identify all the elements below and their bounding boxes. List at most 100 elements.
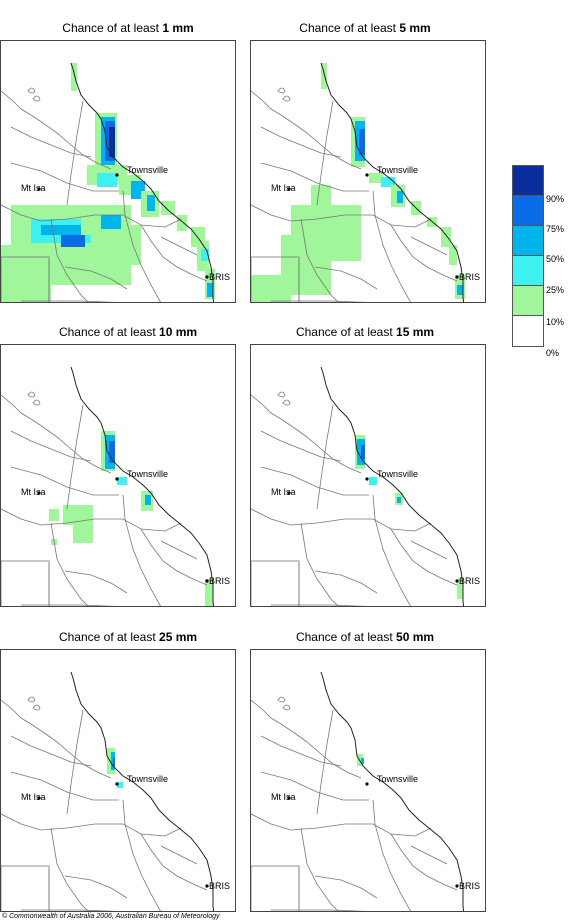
lake-outline	[277, 87, 291, 102]
probability-area	[117, 782, 123, 788]
inset-boundary	[1, 560, 50, 606]
place-label-mt-isa: Mt Isa	[21, 183, 46, 193]
region-boundary	[160, 236, 198, 256]
probability-area	[457, 285, 463, 295]
region-boundary	[122, 799, 161, 911]
city-marker	[115, 782, 119, 786]
region-boundary	[140, 224, 208, 282]
probability-area	[147, 195, 155, 211]
city-marker	[287, 796, 291, 800]
place-label-mt-isa: Mt Isa	[21, 792, 46, 802]
region-boundary	[372, 494, 411, 606]
probability-area	[1, 245, 51, 302]
region-boundary	[271, 909, 367, 911]
legend-label-75: 75%	[546, 224, 565, 234]
city-marker	[37, 796, 41, 800]
place-label-townsville: Townsville	[377, 469, 418, 479]
place-label-bris: BRIS	[459, 881, 480, 891]
region-boundary	[10, 126, 92, 158]
legend-label-90: 90%	[546, 194, 565, 204]
region-boundary	[140, 833, 208, 891]
inset-boundary	[1, 865, 50, 911]
city-marker	[365, 477, 369, 481]
rainfall-probability-map: Townsville Mt Isa BRIS	[251, 366, 480, 606]
panel-title-10mm: Chance of at least 10 mm	[58, 325, 198, 339]
probability-area	[457, 579, 463, 599]
region-boundary	[1, 813, 182, 837]
region-boundary	[64, 266, 128, 290]
city-marker	[205, 884, 209, 888]
region-boundary	[271, 300, 367, 302]
region-boundary	[1, 508, 182, 532]
rainfall-probability-map: Townsville Mt Isa BRIS	[1, 62, 230, 302]
city-marker	[455, 884, 459, 888]
legend-label-0: 0%	[546, 348, 560, 358]
coastline	[70, 62, 215, 302]
region-boundary	[251, 394, 362, 474]
coastline	[70, 366, 215, 606]
legend-label-50: 50%	[546, 254, 565, 264]
coastline	[70, 671, 215, 911]
probability-area	[113, 758, 115, 766]
region-boundary	[50, 218, 89, 302]
legend-swatch-75	[513, 196, 543, 226]
inset-boundary	[251, 256, 300, 302]
region-boundary	[372, 799, 411, 911]
place-label-mt-isa: Mt Isa	[271, 183, 296, 193]
inset-boundary	[1, 256, 50, 302]
probability-area	[357, 754, 363, 766]
city-marker	[115, 477, 119, 481]
lake-outline	[277, 696, 291, 711]
panel-title-5mm: Chance of at least 5 mm	[299, 21, 431, 35]
region-boundary	[10, 466, 119, 496]
rainfall-probability-map: Townsville Mt Isa BRIS	[251, 671, 480, 911]
probability-area	[361, 445, 365, 459]
region-boundary	[390, 833, 458, 891]
region-boundary	[390, 528, 458, 586]
rainfall-probability-map: Townsville Mt Isa BRIS	[251, 62, 480, 302]
probability-area	[73, 519, 93, 543]
region-boundary	[251, 204, 432, 228]
place-label-townsville: Townsville	[127, 165, 168, 175]
lake-outline	[27, 696, 41, 711]
coastline	[320, 62, 465, 302]
city-marker	[205, 579, 209, 583]
region-boundary	[260, 466, 369, 496]
probability-area	[109, 441, 115, 463]
probability-area	[369, 173, 383, 183]
region-boundary	[260, 430, 342, 462]
place-label-mt-isa: Mt Isa	[271, 792, 296, 802]
region-boundary	[251, 90, 362, 170]
region-boundary	[314, 570, 378, 594]
region-boundary	[10, 735, 92, 767]
place-label-bris: BRIS	[209, 576, 230, 586]
region-boundary	[21, 604, 117, 606]
probability-area	[381, 177, 395, 187]
region-boundary	[1, 699, 112, 779]
lake-outline	[27, 391, 41, 406]
place-label-bris: BRIS	[209, 881, 230, 891]
region-boundary	[140, 528, 208, 586]
region-boundary	[271, 604, 367, 606]
probability-area	[201, 249, 209, 261]
rainfall-probability-map: Townsville Mt Isa BRIS	[1, 671, 230, 911]
region-boundary	[300, 218, 339, 302]
city-marker	[365, 782, 369, 786]
region-boundary	[64, 570, 128, 594]
map-panel-5mm: Townsville Mt Isa BRIS	[250, 40, 486, 303]
panel-title-15mm: Chance of at least 15 mm	[295, 325, 435, 339]
region-boundary	[160, 540, 198, 560]
legend-swatch-90	[513, 166, 543, 196]
place-label-bris: BRIS	[209, 272, 230, 282]
region-boundary	[122, 494, 161, 606]
region-boundary	[1, 90, 112, 170]
rainfall-probability-map: Townsville Mt Isa BRIS	[1, 366, 230, 606]
probability-area	[109, 127, 115, 157]
place-label-townsville: Townsville	[127, 469, 168, 479]
region-boundary	[260, 735, 342, 767]
region-boundary	[251, 699, 362, 779]
probability-area	[49, 509, 59, 521]
place-label-bris: BRIS	[459, 576, 480, 586]
probability-area	[359, 129, 365, 155]
region-boundary	[10, 430, 92, 462]
